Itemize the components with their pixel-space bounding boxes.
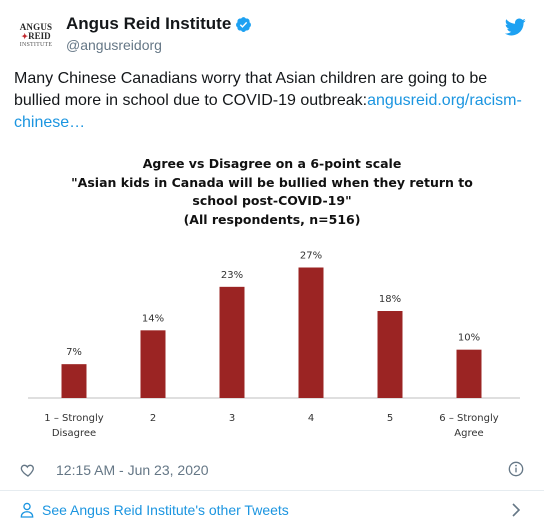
data-label-2: 14% [142, 313, 164, 324]
avatar-line1: ANGUS [19, 22, 53, 32]
author-names: Angus Reid Institute @angusreidorg [66, 14, 252, 54]
display-name-text: Angus Reid Institute [66, 14, 232, 33]
tweet-header: ANGUS ✦REID INSTITUTE Angus Reid Institu… [14, 12, 530, 60]
tweet-text: Many Chinese Canadians worry that Asian … [14, 68, 534, 134]
divider [0, 490, 544, 491]
see-other-tweets-link[interactable]: See Angus Reid Institute's other Tweets [42, 502, 289, 518]
person-icon [20, 502, 34, 518]
verified-badge-icon [236, 16, 252, 32]
x-tick-label-6-line-2: Agree [454, 428, 483, 439]
x-tick-label-4-line-1: 4 [308, 413, 314, 424]
timestamp[interactable]: 12:15 AM - Jun 23, 2020 [56, 462, 209, 478]
chevron-right-icon[interactable] [512, 503, 520, 517]
tweet-link[interactable]: angusreid.org/racism-chinese… [14, 92, 522, 131]
data-label-3: 23% [221, 270, 243, 281]
see-other-tweets-row[interactable]: See Angus Reid Institute's other Tweets [20, 500, 530, 520]
chart-title-line-4: (All respondents, n=516) [183, 211, 361, 227]
bar-3 [219, 286, 245, 398]
bar-6 [456, 349, 482, 398]
x-tick-label-2-line-1: 2 [150, 413, 156, 424]
avatar[interactable]: ANGUS ✦REID INSTITUTE [14, 14, 58, 58]
handle[interactable]: @angusreidorg [66, 37, 162, 53]
bar-4 [298, 267, 324, 398]
bar-5 [377, 311, 403, 398]
twitter-bird-icon[interactable] [504, 16, 526, 38]
chart-title-line-2: "Asian kids in Canada will be bullied wh… [71, 174, 473, 190]
avatar-line2: ✦REID [21, 31, 51, 42]
maple-leaf-icon: ✦ [21, 32, 29, 41]
chart-title-line-3: school post-COVID-19" [192, 193, 352, 208]
display-name[interactable]: Angus Reid Institute [66, 14, 252, 34]
avatar-line2-text: REID [28, 31, 51, 41]
chart-title-line-1: Agree vs Disagree on a 6-point scale [142, 156, 402, 171]
data-label-1: 7% [66, 347, 82, 358]
tweet-meta: 12:15 AM - Jun 23, 2020 [20, 461, 530, 479]
x-tick-label-5-line-1: 5 [387, 413, 393, 424]
chart-image[interactable]: Agree vs Disagree on a 6-point scale "Asi… [14, 148, 530, 448]
data-label-6: 10% [458, 333, 480, 344]
x-tick-label-1-line-1: 1 – Strongly [44, 413, 103, 424]
data-label-5: 18% [379, 294, 401, 305]
x-tick-label-6-line-1: 6 – Strongly [439, 413, 498, 424]
bar-1 [61, 364, 87, 398]
x-tick-label-1-line-2: Disagree [52, 428, 96, 439]
info-icon[interactable] [508, 461, 524, 477]
bar-2 [140, 330, 166, 398]
avatar-line3: INSTITUTE [19, 42, 53, 48]
x-tick-label-3-line-1: 3 [229, 413, 235, 424]
data-label-4: 27% [300, 251, 322, 262]
bar-chart: 7% 1 – Strongly Disagree 14% 2 23% 3 27% 4 18% 5 10… [28, 251, 520, 439]
tweet-body: Many Chinese Canadians worry that Asian … [14, 70, 488, 109]
heart-icon[interactable] [20, 462, 36, 478]
